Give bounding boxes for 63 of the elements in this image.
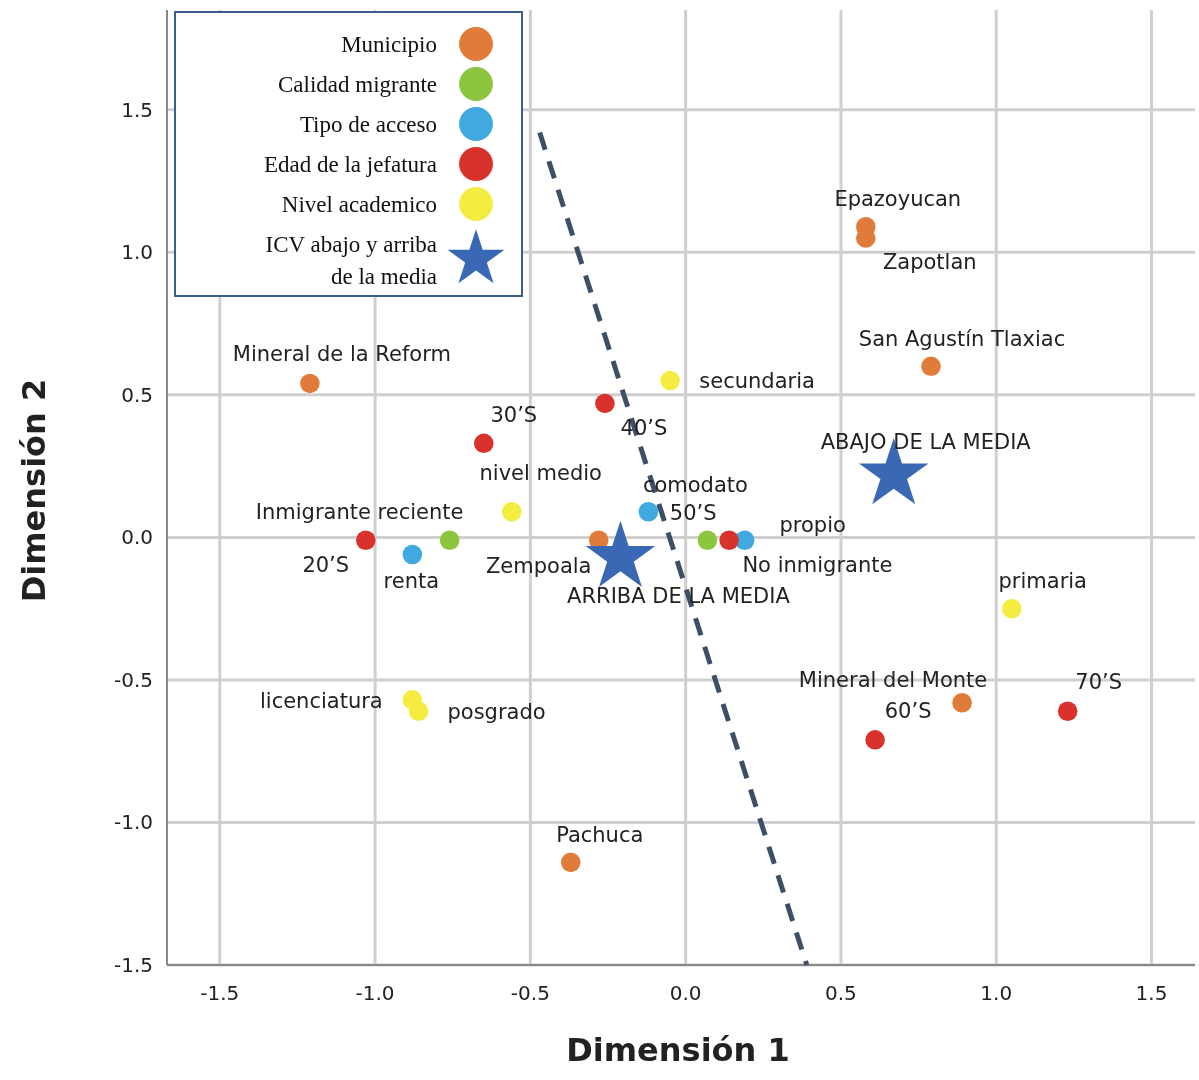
- annotation: Epazoyucan: [834, 186, 962, 211]
- y-tick-label: -0.5: [113, 667, 153, 692]
- point: [638, 501, 659, 522]
- point: [408, 701, 429, 722]
- point: [474, 433, 494, 454]
- point: [439, 530, 460, 550]
- annotation: Mineral del Monte: [798, 667, 988, 692]
- x-tick-label: 0.5: [825, 981, 857, 1005]
- point: [921, 356, 941, 377]
- x-tick-label: 1.0: [980, 981, 1013, 1005]
- x-tick-label: 0.0: [669, 981, 702, 1005]
- point: [595, 393, 615, 414]
- point: [1057, 701, 1078, 722]
- annotation: Mineral de la Reform: [232, 342, 451, 367]
- annotation: 60’S: [884, 698, 932, 723]
- x-tick-label: -0.5: [510, 981, 550, 1005]
- annotation: Zempoala: [485, 554, 592, 579]
- y-tick-label: 0.5: [121, 382, 153, 407]
- x-tick-label: -1.5: [200, 981, 240, 1005]
- annotation: Pachuca: [556, 823, 644, 848]
- legend-label: Edad de la jefatura: [263, 151, 437, 177]
- x-tick-label: 1.5: [1135, 981, 1168, 1005]
- annotation: 50’S: [669, 501, 717, 526]
- y-tick-label: 0.0: [121, 525, 153, 550]
- x-axis-title: Dimensión 1: [566, 1031, 790, 1069]
- annotation: nivel medio: [479, 460, 602, 485]
- point: [660, 370, 680, 391]
- y-tick-label: 1.5: [121, 97, 153, 122]
- point: [300, 373, 320, 394]
- legend-label: Municipio: [341, 31, 437, 57]
- annotation: secundaria: [699, 368, 815, 393]
- point: [865, 730, 885, 750]
- y-tick-label: 1.0: [121, 240, 153, 265]
- point: [1001, 598, 1022, 619]
- point: [560, 852, 581, 873]
- annotation: primaria: [998, 568, 1087, 593]
- point: [356, 530, 376, 550]
- annotation: 30’S: [490, 403, 538, 428]
- annotation: licenciatura: [259, 688, 383, 713]
- annotation: Zapotlan: [882, 250, 977, 275]
- legend-label: Calidad migrante: [277, 71, 437, 97]
- y-axis-title: Dimensión 2: [15, 378, 53, 603]
- point: [719, 530, 739, 550]
- legend-label: ICV abajo y arriba de la media: [265, 231, 437, 289]
- annotation: No inmigrante: [742, 553, 893, 578]
- y-tick-label: -1.5: [113, 953, 153, 977]
- legend-label: Nivel academico: [281, 191, 437, 217]
- annotation: propio: [779, 513, 846, 538]
- y-tick-label: -1.0: [113, 810, 153, 835]
- annotation: 70’S: [1075, 670, 1123, 695]
- annotation: ABAJO DE LA MEDIA: [820, 429, 1032, 454]
- annotation: posgrado: [447, 700, 546, 725]
- annotation: 20’S: [302, 553, 350, 578]
- point: [501, 501, 522, 522]
- point: [402, 544, 423, 565]
- point: [952, 692, 972, 713]
- annotation: San Agustín Tlaxiac: [858, 327, 1066, 352]
- x-tick-label: -1.0: [355, 981, 395, 1005]
- legend-label: Tipo de acceso: [299, 111, 437, 137]
- annotation: Inmigrante reciente: [255, 500, 464, 525]
- point: [697, 530, 718, 550]
- annotation: ARRIBA DE LA MEDIA: [567, 584, 791, 609]
- annotation: renta: [383, 569, 440, 594]
